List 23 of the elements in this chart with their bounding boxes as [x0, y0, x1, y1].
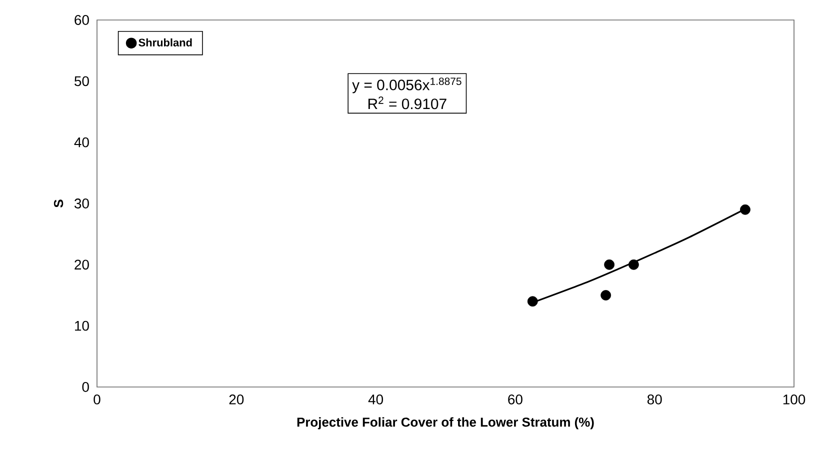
legend-label: Shrubland [138, 38, 192, 46]
y-tick-label: 10 [75, 320, 89, 331]
x-tick-label: 40 [368, 394, 384, 404]
y-tick-label: 40 [74, 137, 89, 148]
x-tick-label: 80 [647, 394, 662, 404]
x-tick-label: 20 [229, 394, 244, 404]
y-tick-label: 20 [74, 260, 89, 270]
point [600, 290, 612, 300]
point [740, 204, 750, 215]
x-tick-label: 0 [94, 394, 100, 404]
y-tick-label: 50 [74, 76, 89, 86]
x-tick-label: 60 [508, 394, 522, 404]
x-axis-title: Projective Foliar Cover of the Lower Stratum (%) [297, 417, 594, 430]
y-tick-label: 60 [74, 15, 89, 25]
y-tick-label: 0 [82, 382, 89, 392]
x-tick-label: 100 [783, 394, 806, 404]
y-axis-title: S [54, 200, 64, 208]
point [527, 296, 538, 307]
y-tick-label: 30 [74, 198, 89, 208]
annotation: y = 0.0056x$^{1.8875}$ [352, 78, 462, 94]
point [604, 259, 614, 270]
annotation: R$^{2}$ = 0.9107 [368, 96, 446, 110]
point [628, 259, 639, 270]
